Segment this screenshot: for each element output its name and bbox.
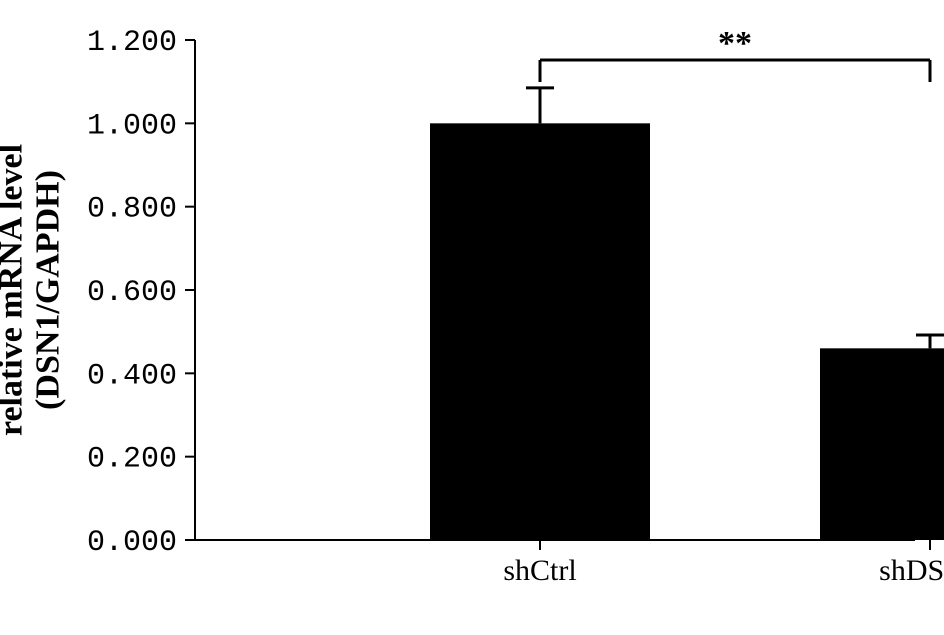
bar-shDSN1 <box>820 348 944 540</box>
y-tick-label: 0.200 <box>87 443 177 477</box>
y-tick-label: 0.400 <box>87 359 177 393</box>
bar-chart: 0.000 0.200 0.400 0.600 0.800 1.000 1.200 relat… <box>0 0 944 635</box>
y-tick-label: 1.000 <box>87 109 177 143</box>
y-axis-title: relative mRNA level(DSN1/GAPDH) <box>0 144 67 436</box>
y-tick-label: 0.000 <box>87 526 177 560</box>
y-tick-label: 0.600 <box>87 276 177 310</box>
significance-label: ** <box>718 25 752 62</box>
y-tick-label: 0.800 <box>87 193 177 227</box>
x-category-label: shCtrl <box>503 554 576 587</box>
y-tick-label: 1.200 <box>87 26 177 60</box>
bar-shCtrl <box>430 123 650 540</box>
x-category-label: shDSN1 <box>879 554 944 587</box>
